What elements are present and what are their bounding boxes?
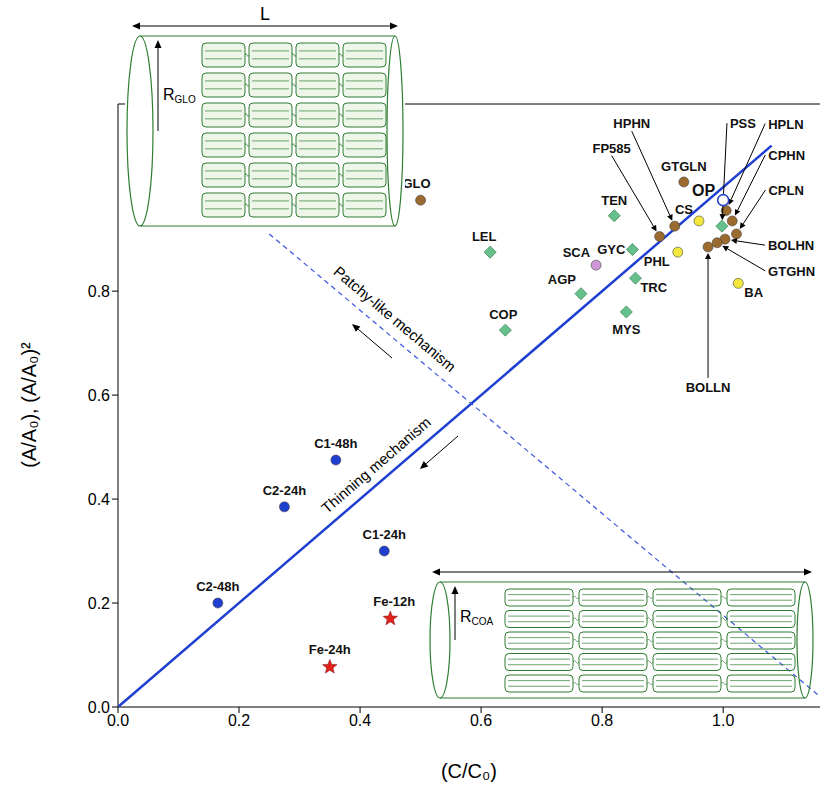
svg-text:MYS: MYS [612,322,641,337]
svg-text:0.2: 0.2 [88,595,110,612]
svg-text:(C/C₀): (C/C₀) [441,760,497,782]
svg-text:C1-48h: C1-48h [314,436,357,451]
svg-text:BOLLN: BOLLN [686,380,731,395]
svg-text:0.0: 0.0 [88,699,110,716]
svg-text:CPHN: CPHN [768,148,805,163]
svg-text:SCA: SCA [563,245,591,260]
svg-text:TRC: TRC [640,280,667,295]
svg-text:Thinning mechanism: Thinning mechanism [318,413,434,516]
svg-text:Fe-12h: Fe-12h [373,594,415,609]
svg-text:0.4: 0.4 [349,712,371,729]
svg-text:GTGLN: GTGLN [661,159,707,174]
svg-text:0.2: 0.2 [228,712,250,729]
svg-text:0.8: 0.8 [88,283,110,300]
svg-text:RCOA: RCOA [460,608,494,627]
svg-text:PSS: PSS [730,116,756,131]
svg-text:GYC: GYC [597,242,626,257]
svg-text:L: L [260,4,270,24]
svg-text:CS: CS [675,202,693,217]
svg-text:RGLO: RGLO [163,86,196,105]
svg-text:0.8: 0.8 [591,712,613,729]
svg-text:BA: BA [744,285,763,300]
svg-text:HPHN: HPHN [613,116,650,131]
svg-text:GLO: GLO [403,176,431,191]
svg-text:0.4: 0.4 [88,491,110,508]
svg-text:(A/A₀), (A/A₀)²: (A/A₀), (A/A₀)² [18,342,40,468]
svg-text:TEN: TEN [601,193,627,208]
svg-text:PHL: PHL [644,254,670,269]
svg-text:HPLN: HPLN [768,117,803,132]
svg-text:0.6: 0.6 [470,712,492,729]
svg-text:0.0: 0.0 [107,712,129,729]
svg-text:C1-24h: C1-24h [363,527,406,542]
svg-text:C2-48h: C2-48h [196,579,239,594]
svg-text:OP: OP [692,182,715,199]
svg-text:COP: COP [489,307,518,322]
svg-text:BOLHN: BOLHN [768,238,814,253]
svg-text:LEL: LEL [472,229,497,244]
svg-text:FP585: FP585 [592,141,630,156]
svg-text:CPLN: CPLN [768,183,803,198]
svg-text:Patchy-like mechanism: Patchy-like mechanism [331,263,460,375]
svg-text:C2-24h: C2-24h [263,483,306,498]
svg-text:Fe-24h: Fe-24h [309,642,351,657]
svg-text:1.0: 1.0 [712,712,734,729]
svg-text:AGP: AGP [548,272,577,287]
svg-text:0.6: 0.6 [88,387,110,404]
svg-text:GTGHN: GTGHN [768,264,815,279]
